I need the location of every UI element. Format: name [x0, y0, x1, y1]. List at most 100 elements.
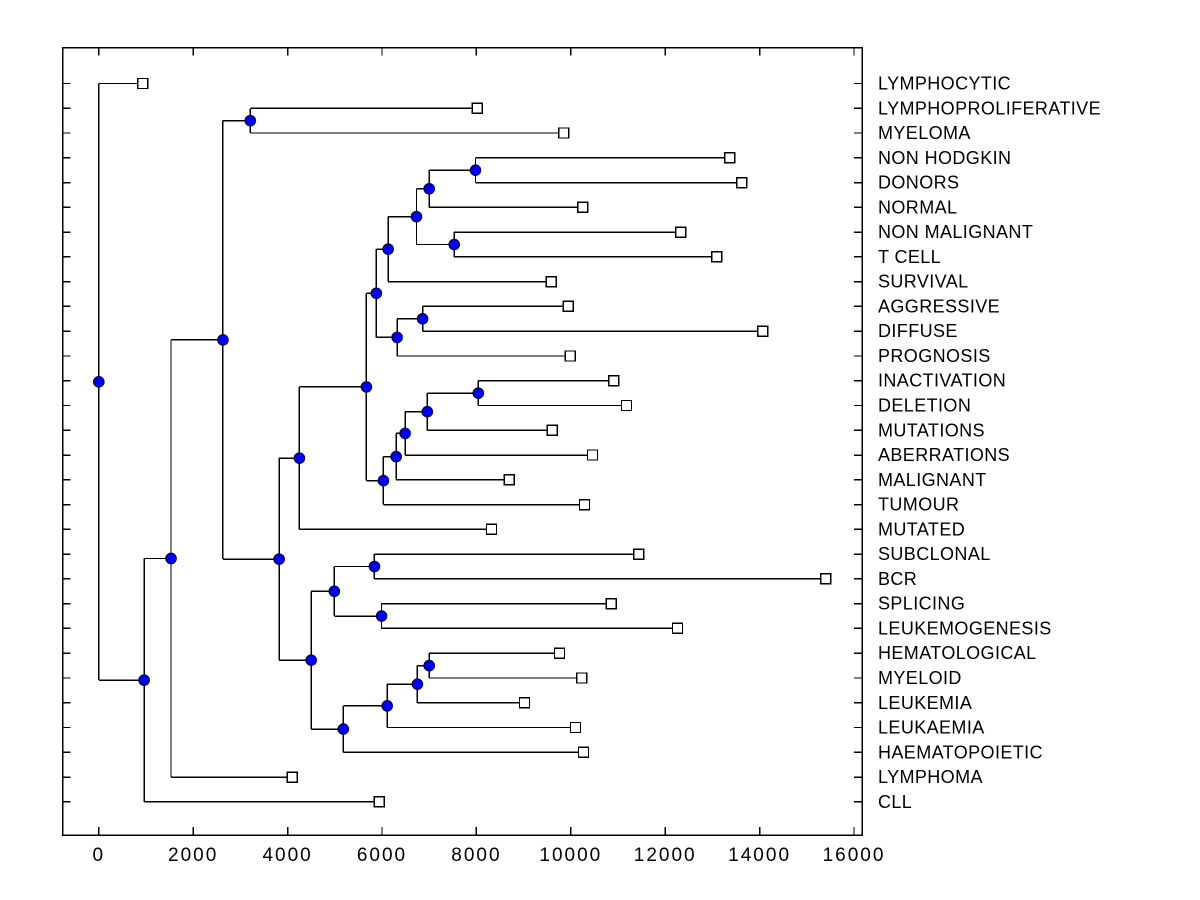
- leaf-label-non-hodgkin: NON HODGKIN: [878, 148, 1011, 168]
- leaf-label-myeloid: MYELOID: [878, 668, 962, 688]
- x-tick-label: 6000: [357, 845, 407, 866]
- leaf-marker: [564, 350, 577, 362]
- leaf-label-leukemia: LEUKEMIA: [878, 693, 972, 713]
- internal-node-marker: [375, 610, 388, 622]
- leaf-label-tumour: TUMOUR: [878, 495, 959, 515]
- internal-node-marker: [416, 313, 429, 325]
- leaf-label-survival: SURVIVAL: [878, 272, 969, 292]
- internal-node-marker: [382, 243, 394, 255]
- internal-node-marker: [328, 585, 341, 598]
- leaf-label-lymphoma: LYMPHOMA: [878, 767, 983, 787]
- internal-node-marker: [337, 723, 350, 735]
- leaf-label-aggressive: AGGRESSIVE: [878, 296, 1000, 316]
- internal-node-marker: [421, 405, 434, 418]
- leaf-marker: [471, 102, 484, 114]
- leaf-label-myeloma: MYELOMA: [878, 123, 971, 143]
- leaf-marker: [577, 746, 590, 758]
- internal-node-marker: [273, 553, 285, 565]
- leaf-label-normal: NORMAL: [878, 197, 957, 217]
- internal-node-marker: [138, 674, 150, 686]
- leaf-label-cll: CLL: [878, 792, 912, 812]
- leaf-label-prognosis: PROGNOSIS: [878, 346, 991, 366]
- internal-node-marker: [391, 331, 403, 344]
- internal-node-marker: [377, 474, 390, 487]
- leaf-marker: [633, 548, 645, 560]
- leaf-label-deletion: DELETION: [878, 396, 971, 416]
- leaf-marker: [576, 201, 589, 214]
- x-tick-label: 12000: [634, 845, 697, 866]
- leaf-marker: [518, 697, 531, 709]
- leaf-label-donors: DONORS: [878, 173, 959, 193]
- leaf-label-lymphocytic: LYMPHOCYTIC: [878, 74, 1011, 94]
- leaf-label-bcr: BCR: [878, 569, 917, 589]
- leaf-label-diffuse: DIFFUSE: [878, 321, 958, 341]
- leaf-marker: [724, 152, 736, 164]
- internal-node-marker: [410, 210, 423, 223]
- leaf-label-splicing: SPLICING: [878, 594, 965, 614]
- leaf-marker: [575, 672, 588, 684]
- internal-node-marker: [293, 452, 306, 464]
- leaf-label-t-cell: T CELL: [878, 247, 941, 267]
- leaf-label-aberrations: ABERRATIONS: [878, 445, 1010, 465]
- leaf-label-leukaemia: LEUKAEMIA: [878, 718, 985, 738]
- internal-node-marker: [381, 700, 393, 712]
- leaf-label-mutations: MUTATIONS: [878, 420, 985, 440]
- internal-node-marker: [368, 560, 381, 573]
- markers: [93, 77, 832, 808]
- leaf-marker: [569, 721, 582, 734]
- x-tick-label: 4000: [262, 845, 312, 866]
- internal-node-marker: [93, 376, 105, 388]
- leaf-marker: [578, 498, 591, 511]
- internal-node-marker: [370, 287, 383, 300]
- leaf-marker: [605, 597, 618, 610]
- leaf-label-haematopoietic: HAEMATOPOIETIC: [878, 742, 1043, 762]
- internal-node-marker: [469, 164, 482, 176]
- leaf-marker: [373, 796, 385, 808]
- internal-node-marker: [448, 238, 461, 251]
- leaf-marker: [675, 226, 687, 238]
- x-tick-label: 2000: [168, 845, 218, 866]
- internal-node-marker: [472, 387, 485, 399]
- x-tick-label: 0: [93, 845, 106, 866]
- internal-node-marker: [423, 182, 436, 195]
- leaf-marker: [485, 523, 498, 536]
- labels: 0 2000 4000 6000 8000 10000 12000 14000 16000 LYM…: [93, 74, 1101, 867]
- leaf-marker: [608, 375, 620, 387]
- leaf-marker: [553, 647, 566, 659]
- internal-node-marker: [244, 114, 257, 127]
- leaf-label-non-malignant: NON MALIGNANT: [878, 222, 1033, 242]
- leaf-marker: [503, 474, 516, 486]
- internal-node-marker: [399, 427, 411, 440]
- leaf-marker: [819, 573, 832, 585]
- leaf-label-malignant: MALIGNANT: [878, 470, 987, 490]
- internal-node-marker: [360, 381, 373, 393]
- x-tick-label: 10000: [539, 845, 602, 866]
- leaf-marker: [586, 449, 599, 461]
- x-tick-label: 8000: [451, 845, 501, 866]
- leaf-label-hematological: HEMATOLOGICAL: [878, 643, 1037, 663]
- leaf-label-inactivation: INACTIVATION: [878, 371, 1006, 391]
- tree-branches: [98, 82, 826, 803]
- leaf-label-leukemogenesis: LEUKEMOGENESIS: [878, 618, 1052, 638]
- leaf-marker: [286, 771, 299, 783]
- leaf-marker: [546, 424, 559, 436]
- leaf-marker: [545, 275, 558, 288]
- leaf-label-mutated: MUTATED: [878, 519, 965, 539]
- internal-node-marker: [217, 334, 229, 346]
- x-tick-label: 16000: [823, 845, 886, 866]
- leaf-marker: [671, 622, 684, 635]
- leaf-marker: [710, 251, 723, 263]
- leaf-marker: [136, 77, 149, 90]
- leaf-label-lymphoproliferative: LYMPHOPROLIFERATIVE: [878, 98, 1101, 118]
- leaf-marker: [562, 300, 575, 313]
- leaf-marker: [558, 127, 570, 139]
- leaf-marker: [620, 399, 633, 412]
- internal-node-marker: [305, 654, 318, 666]
- axes: [61, 46, 863, 836]
- leaf-marker: [735, 176, 748, 189]
- leaf-label-subclonal: SUBCLONAL: [878, 544, 991, 564]
- internal-node-marker: [390, 450, 402, 463]
- axes-box: [61, 46, 863, 836]
- leaf-marker: [757, 325, 769, 337]
